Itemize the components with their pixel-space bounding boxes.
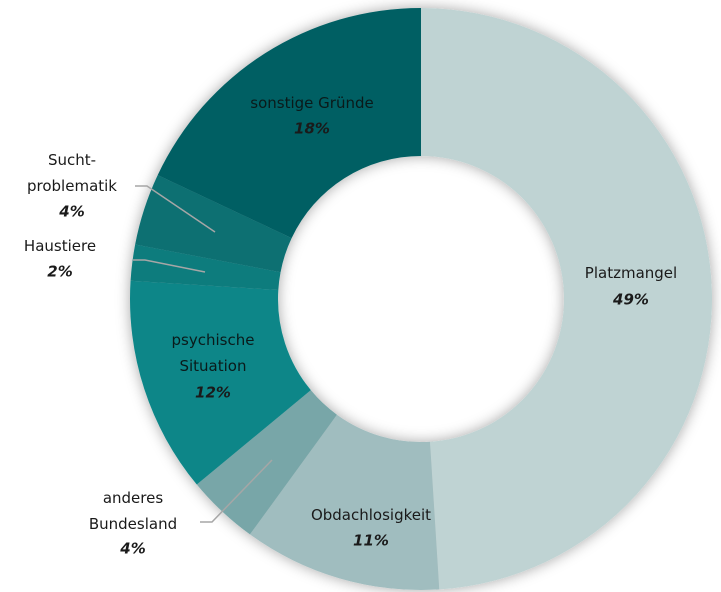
label-line: Platzmangel (585, 264, 677, 282)
slice (157, 8, 422, 239)
value-label: 12% (195, 384, 231, 402)
slice-label: Haustiere (24, 237, 96, 255)
slice (249, 414, 440, 590)
label-line: anderes (103, 489, 164, 507)
label-line: problematik (27, 177, 117, 195)
leader-line (135, 185, 216, 233)
slice-label: psychische Situation (172, 331, 255, 375)
donut (130, 8, 712, 590)
slice (130, 280, 311, 485)
slice-label: anderes Bundesland (89, 489, 177, 533)
slice-label: sonstige Gründe (250, 94, 373, 112)
value-label: 4% (119, 540, 145, 558)
slice-label: Platzmangel (585, 264, 677, 282)
value-label: 49% (612, 291, 649, 309)
label-line: sonstige Gründe (250, 94, 373, 112)
label-line: psychische (172, 331, 255, 349)
leader-line (200, 459, 273, 523)
slice-label: Obdachlosigkeit (311, 506, 431, 524)
label-line: Situation (179, 357, 246, 375)
slice (130, 244, 281, 291)
value-label: 18% (294, 120, 330, 138)
slice (421, 8, 712, 590)
value-label: 11% (353, 532, 389, 550)
leader-line (133, 259, 206, 273)
label-line: Sucht- (48, 151, 96, 169)
label-line: Bundesland (89, 515, 177, 533)
value-label: 4% (58, 203, 84, 221)
slice (196, 390, 337, 535)
value-label: 2% (47, 263, 72, 281)
slice-label: Sucht-problematik (27, 151, 117, 195)
slice (135, 175, 292, 273)
labels: Platzmangel 49% Obdachlosigkeit 11% anderes B… (24, 94, 677, 558)
label-line: Obdachlosigkeit (311, 506, 431, 524)
label-line: Haustiere (24, 237, 96, 255)
